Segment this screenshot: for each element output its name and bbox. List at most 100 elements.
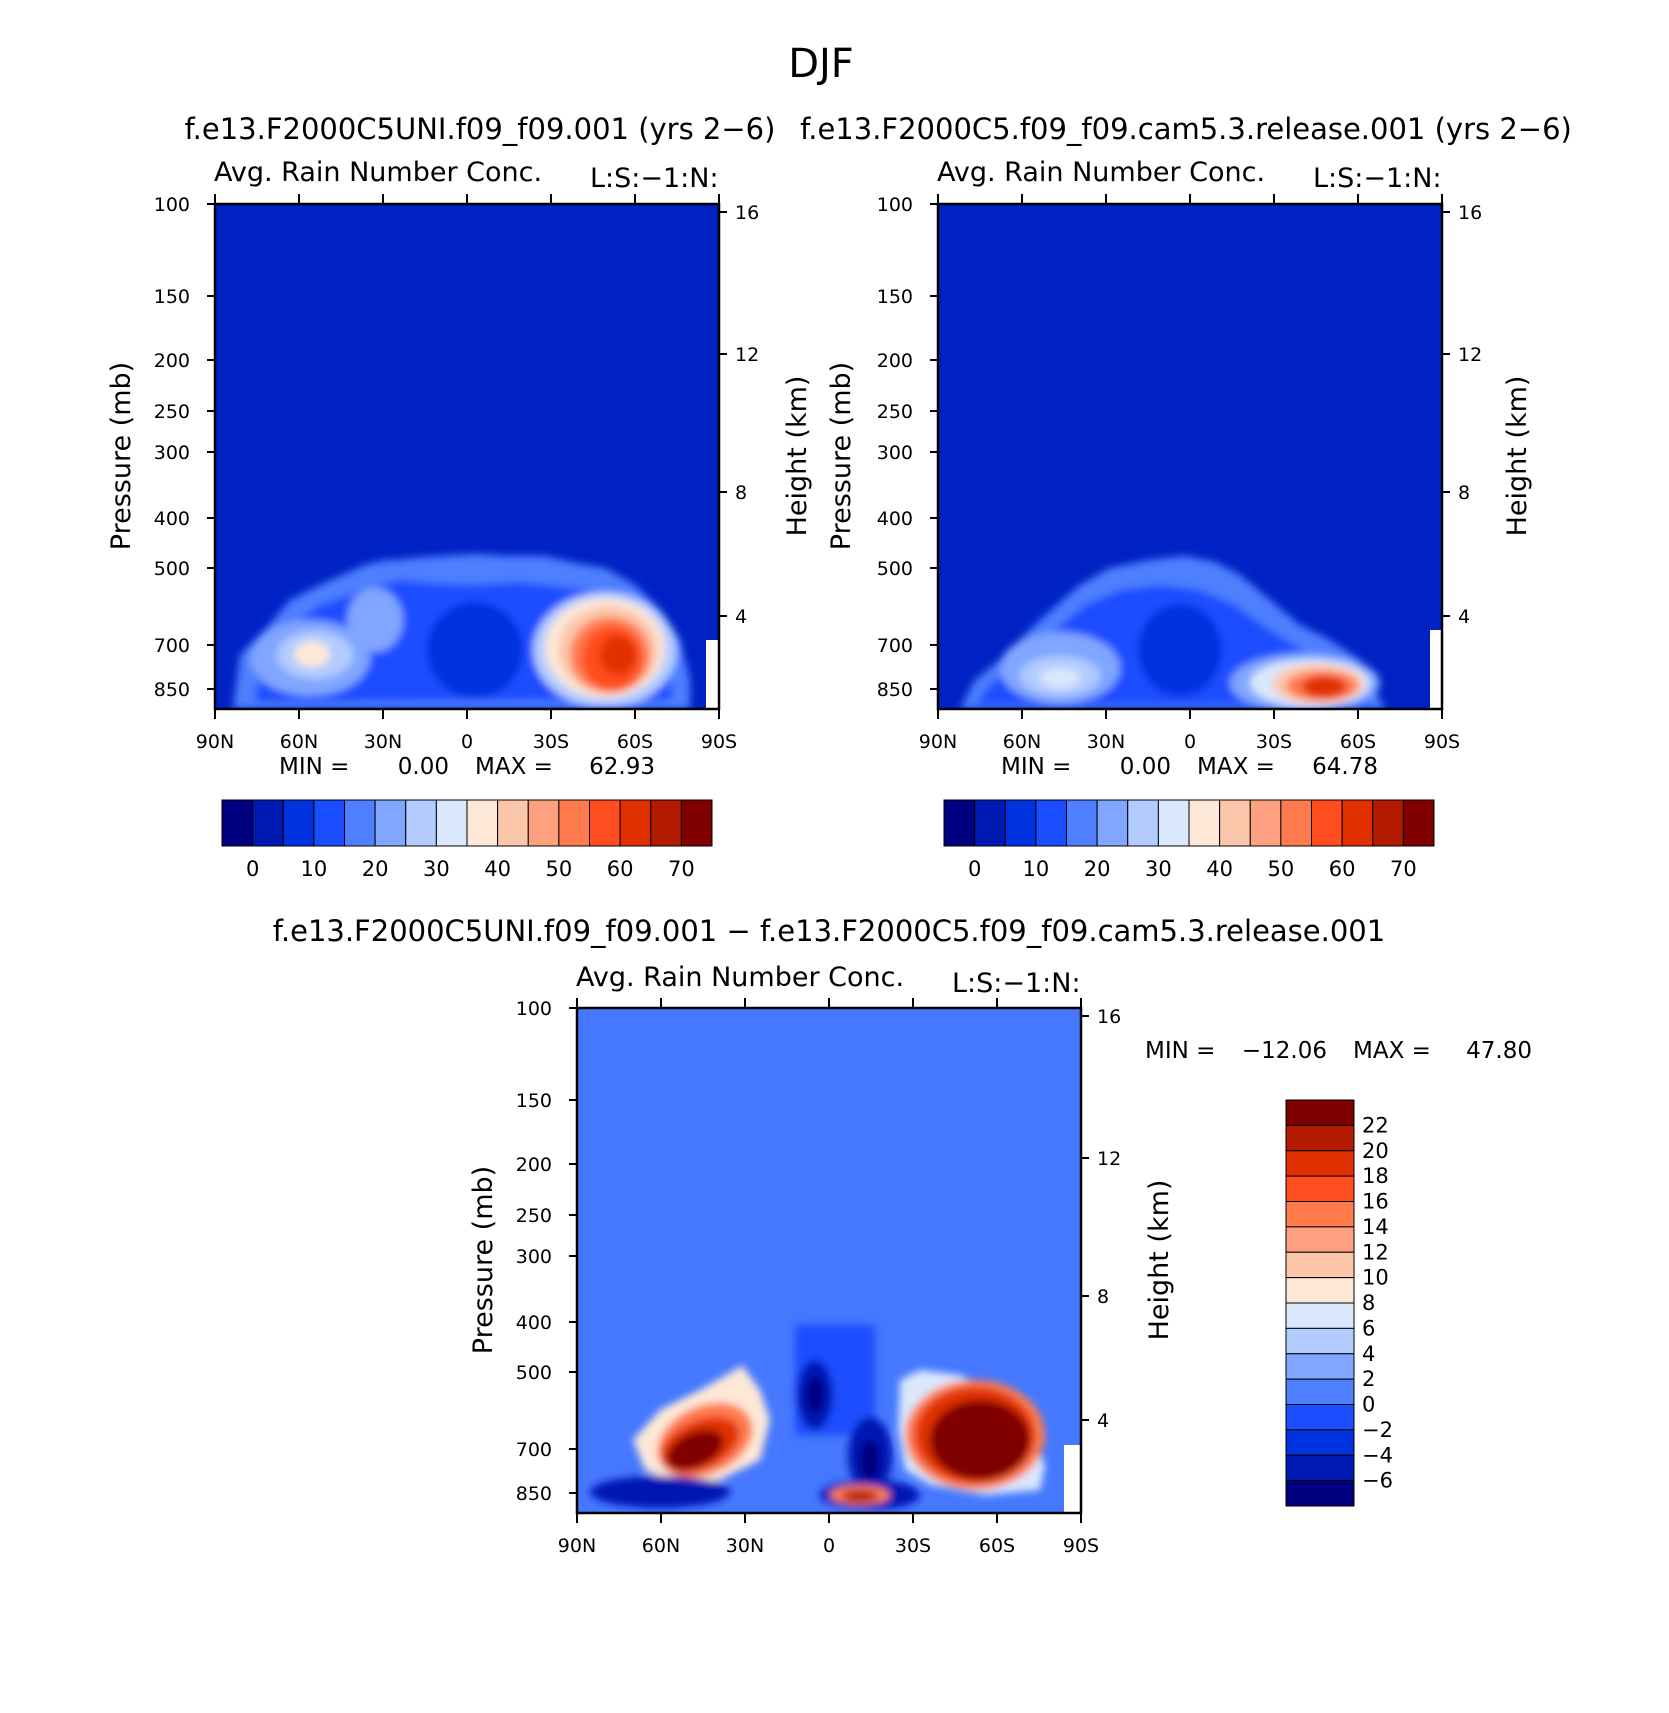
diff-xtick-90n: 90N <box>558 1535 596 1557</box>
right-y2tick-16: 16 <box>1458 202 1482 224</box>
left-equatorial-core <box>427 602 523 698</box>
right-colorbar-box <box>1127 799 1159 847</box>
left-colorbar-box <box>466 799 499 847</box>
right-colorbar-box <box>1004 799 1037 847</box>
diff-colorbar-box <box>1285 1327 1355 1355</box>
right-colorbar-label: 50 <box>1268 857 1295 881</box>
diff-colorbar-box <box>1285 1454 1355 1482</box>
diff-colorbar-box <box>1285 1201 1355 1228</box>
left-colorbar-box <box>558 799 590 847</box>
left-ytick-150: 150 <box>154 286 190 308</box>
right-ytick-300: 300 <box>877 442 913 464</box>
right-colorbar-label: 70 <box>1390 857 1417 881</box>
left-ticks <box>207 194 727 719</box>
right-colorbar-label: 0 <box>968 857 981 881</box>
diff-colorbar-box <box>1285 1404 1355 1431</box>
right-run-title: f.e13.F2000C5.f09_f09.cam5.3.release.001… <box>800 112 1572 146</box>
diff-xtick-60s: 60S <box>979 1535 1015 1557</box>
right-colorbar-label: 10 <box>1023 857 1050 881</box>
left-y2tick-4: 4 <box>735 606 747 628</box>
left-xtick-60s: 60S <box>617 731 653 753</box>
diff-xtick-0: 0 <box>823 1535 835 1557</box>
left-colorbar-box <box>221 799 254 847</box>
left-missing-data <box>706 640 719 709</box>
left-max-value: 62.93 <box>589 754 655 780</box>
right-ytick-200: 200 <box>877 350 913 372</box>
right-sh-max <box>1302 676 1346 698</box>
left-colorbar-box <box>527 799 560 847</box>
right-ylabel: Pressure (mb) <box>826 362 857 550</box>
right-colorbar-labels: 0 10 20 30 40 50 60 70 <box>968 857 1417 881</box>
diff-colorbar-label: 2 <box>1362 1367 1375 1391</box>
right-colorbar-box <box>1280 799 1312 847</box>
left-y2tick-8: 8 <box>735 482 747 504</box>
left-colorbar-label: 40 <box>484 857 511 881</box>
diff-corner-label: L:S:−1:N: <box>952 968 1081 999</box>
diff-colorbar-label: 20 <box>1362 1139 1389 1163</box>
diff-contour-field <box>590 1325 1045 1510</box>
right-colorbar-label: 20 <box>1084 857 1111 881</box>
left-nh-max <box>294 641 330 667</box>
right-colorbar-box <box>1372 799 1404 847</box>
right-ytick-250: 250 <box>877 401 913 423</box>
right-colorbar-box <box>1341 799 1374 847</box>
diff-ytick-100: 100 <box>516 998 552 1020</box>
left-colorbar-box <box>405 799 437 847</box>
diff-colorbar-label: 10 <box>1362 1266 1389 1290</box>
left-ylabel: Pressure (mb) <box>106 362 137 550</box>
diff-colorbar-box <box>1285 1480 1355 1507</box>
left-colorbar-box <box>619 799 652 847</box>
diff-run-title: f.e13.F2000C5UNI.f09_f09.001 − f.e13.F20… <box>273 914 1385 948</box>
left-colorbar-box <box>252 799 284 847</box>
left-xtick-0: 0 <box>461 731 473 753</box>
left-run-title: f.e13.F2000C5UNI.f09_f09.001 (yrs 2−6) <box>185 112 776 146</box>
left-ytick-850: 850 <box>154 679 190 701</box>
left-ytick-100: 100 <box>154 194 190 216</box>
diff-ylabel: Pressure (mb) <box>468 1166 499 1354</box>
right-xtick-30s: 30S <box>1256 731 1292 753</box>
right-y2tick-4: 4 <box>1458 606 1470 628</box>
diff-colorbar-box <box>1285 1124 1355 1152</box>
left-min-label: MIN = <box>279 754 349 780</box>
panel-right: f.e13.F2000C5.f09_f09.cam5.3.release.001… <box>800 112 1572 881</box>
diff-colorbar-label: 12 <box>1362 1240 1389 1264</box>
left-xtick-30s: 30S <box>533 731 569 753</box>
left-colorbar-label: 70 <box>668 857 695 881</box>
right-colorbar-box <box>1249 799 1282 847</box>
diff-colorbar-box <box>1285 1099 1355 1126</box>
left-min-value: 0.00 <box>398 754 449 780</box>
diff-colorbar-box <box>1285 1378 1355 1405</box>
left-plot-title: Avg. Rain Number Conc. <box>214 157 542 188</box>
left-colorbar-label: 60 <box>607 857 634 881</box>
right-ytick-100: 100 <box>877 194 913 216</box>
diff-colorbar-label: 18 <box>1362 1164 1389 1188</box>
diff-colorbar-label: −2 <box>1362 1418 1393 1442</box>
right-xtick-60n: 60N <box>1003 731 1041 753</box>
right-xtick-30n: 30N <box>1087 731 1125 753</box>
diff-colorbar-box <box>1285 1353 1355 1380</box>
left-xtick-60n: 60N <box>280 731 318 753</box>
right-colorbar <box>943 799 1435 847</box>
left-ytick-400: 400 <box>154 508 190 530</box>
diff-colorbar-box <box>1285 1226 1355 1253</box>
diff-colorbar-box <box>1285 1175 1355 1202</box>
left-colorbar-box <box>282 799 315 847</box>
diff-colorbar-label: 14 <box>1362 1215 1389 1239</box>
left-y2label: Height (km) <box>782 376 813 537</box>
figure-title: DJF <box>788 41 854 87</box>
left-colorbar-labels: 0 10 20 30 40 50 60 70 <box>246 857 695 881</box>
left-ytick-200: 200 <box>154 350 190 372</box>
diff-min-label: MIN = <box>1145 1038 1215 1064</box>
right-max-value: 64.78 <box>1312 754 1378 780</box>
left-sh-max <box>600 635 636 675</box>
right-ytick-850: 850 <box>877 679 913 701</box>
right-nh-band-3 <box>1040 668 1080 688</box>
right-plot-title: Avg. Rain Number Conc. <box>937 157 1265 188</box>
right-contour-field <box>960 556 1385 709</box>
diff-ytick-850: 850 <box>516 1483 552 1505</box>
diff-eq-sfc-2 <box>842 1490 878 1502</box>
right-corner-label: L:S:−1:N: <box>1313 163 1442 194</box>
left-colorbar-box <box>435 799 468 847</box>
left-colorbar-box <box>313 799 345 847</box>
